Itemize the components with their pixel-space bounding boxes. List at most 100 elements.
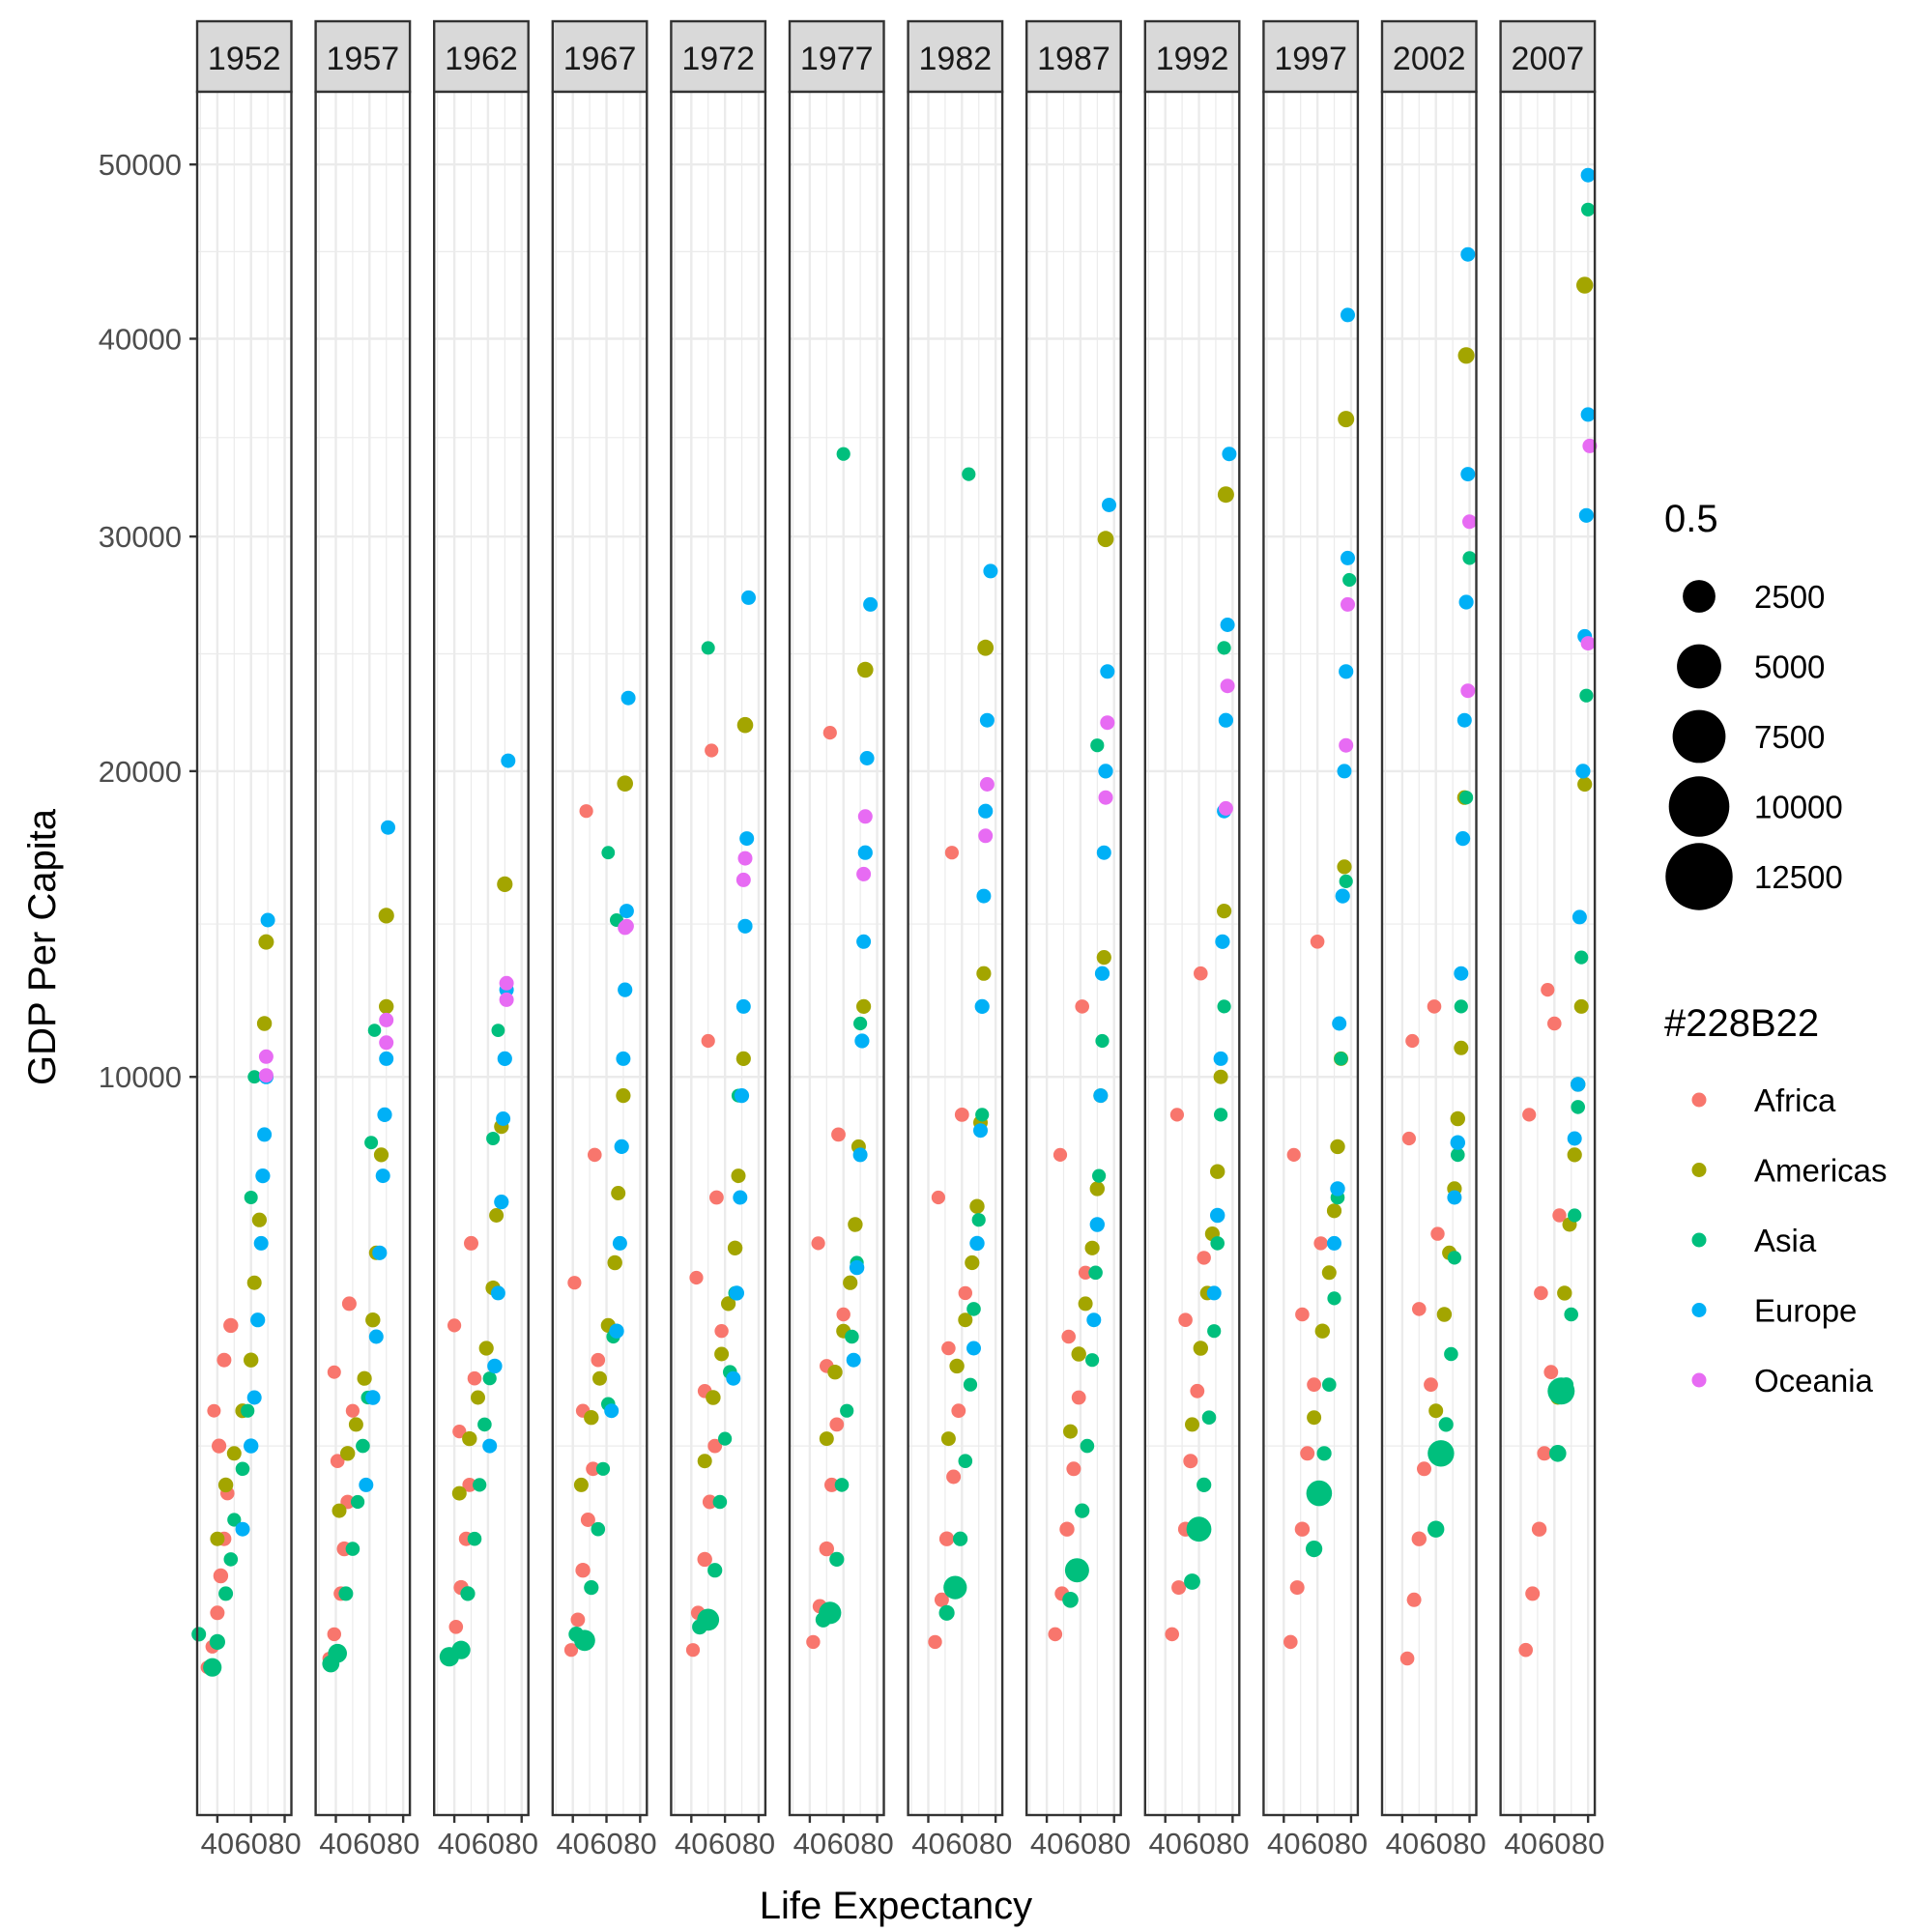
point-africa (1178, 1312, 1193, 1327)
point-africa (709, 1190, 724, 1205)
point-americas (727, 1240, 743, 1256)
point-europe (856, 934, 872, 949)
point-americas (721, 1296, 736, 1312)
point-oceania (258, 1049, 274, 1064)
point-americas (1217, 486, 1234, 504)
point-americas (706, 1390, 721, 1405)
color-legend-key (1691, 1092, 1707, 1108)
point-europe (1093, 1088, 1109, 1104)
facet-panel-1972: 1972 40 60 80 (670, 19, 775, 1860)
point-asia (467, 1531, 482, 1546)
size-legend: 0.5 2500 5000 7500 10000 12500 (1664, 498, 1843, 910)
point-africa (951, 1403, 966, 1419)
point-asia (1462, 551, 1477, 565)
point-americas (1338, 411, 1355, 428)
point-africa (1427, 999, 1442, 1014)
facet-strip-label: 1952 (208, 41, 281, 77)
point-oceania (1220, 678, 1235, 694)
point-europe (857, 845, 873, 860)
size-legend-title: 0.5 (1664, 498, 1718, 540)
x-tick-label: 60 (472, 1827, 505, 1860)
x-tick-label: 40 (438, 1827, 471, 1860)
point-asia (836, 447, 851, 461)
facet-strip-label: 1992 (1156, 41, 1229, 77)
point-asia (364, 1136, 379, 1150)
point-africa (1165, 1627, 1179, 1642)
x-tick-label: 60 (1419, 1827, 1452, 1860)
point-asia (971, 1213, 986, 1227)
point-asia (1186, 1516, 1212, 1543)
point-asia (460, 1586, 476, 1601)
panel-border (551, 90, 649, 1817)
point-africa (1295, 1307, 1310, 1322)
point-asia (1427, 1440, 1455, 1467)
point-europe (973, 1123, 988, 1139)
point-americas (332, 1503, 347, 1518)
point-americas (471, 1390, 485, 1405)
point-europe (1210, 1207, 1226, 1224)
point-americas (451, 1485, 467, 1501)
points-2007 (1518, 167, 1598, 1658)
panel-border (433, 90, 530, 1817)
points-1997 (1283, 307, 1357, 1650)
x-tick-label: 60 (590, 1827, 622, 1860)
facet-panel-1962: 1962 40 60 80 (433, 19, 538, 1860)
point-asia (819, 1601, 842, 1625)
point-africa (1531, 1521, 1547, 1537)
point-oceania (1580, 636, 1596, 651)
point-asia (1327, 1291, 1341, 1306)
point-africa (941, 1341, 956, 1356)
point-europe (729, 1285, 744, 1301)
point-europe (976, 888, 992, 904)
point-africa (819, 1541, 834, 1557)
point-africa (591, 1352, 606, 1368)
point-africa (1543, 1365, 1559, 1380)
point-asia (209, 1633, 225, 1650)
point-africa (1300, 1446, 1315, 1461)
x-axis-title: Life Expectancy (760, 1885, 1032, 1927)
point-asia (241, 1403, 255, 1418)
point-africa (944, 846, 960, 860)
point-africa (1541, 983, 1555, 997)
x-tick-label: 60 (1538, 1827, 1571, 1860)
panel-border (1262, 90, 1360, 1817)
point-europe (1460, 467, 1476, 482)
point-americas (958, 1312, 973, 1328)
point-asia (1080, 1438, 1095, 1454)
facet-panel-1987: 1987 40 60 80 (1024, 19, 1131, 1860)
color-legend-key (1691, 1232, 1707, 1248)
point-africa (580, 1513, 595, 1527)
point-europe (1086, 1312, 1102, 1328)
point-oceania (258, 1068, 274, 1083)
point-asia (712, 1494, 728, 1510)
point-oceania (735, 872, 751, 887)
panel-background (1144, 92, 1240, 1815)
point-asia (1581, 202, 1596, 216)
point-africa (1405, 1033, 1420, 1049)
point-asia (1306, 1480, 1333, 1507)
point-americas (592, 1370, 607, 1386)
x-tick-label: 80 (979, 1827, 1012, 1860)
point-europe (365, 1390, 381, 1405)
color-legend-title: #228B22 (1664, 1002, 1819, 1045)
point-africa (824, 1477, 839, 1492)
point-europe (978, 803, 994, 819)
point-asia (697, 1608, 720, 1631)
point-europe (381, 820, 395, 835)
point-asia (1217, 641, 1231, 655)
point-africa (1071, 1390, 1086, 1405)
panel-border (1380, 90, 1478, 1817)
point-europe (1447, 1190, 1462, 1205)
panel-background (552, 92, 648, 1815)
point-africa (701, 1033, 715, 1049)
point-oceania (1341, 596, 1355, 612)
facet-panel-2007: 2007 40 60 80 (1499, 19, 1604, 1860)
y-axis-title: GDP Per Capita (21, 808, 64, 1085)
point-americas (940, 1431, 956, 1447)
point-asia (963, 1377, 978, 1392)
point-africa (1310, 935, 1325, 949)
point-asia (701, 641, 715, 655)
point-americas (226, 1446, 242, 1461)
point-europe (1454, 966, 1469, 981)
facet-strip (551, 19, 649, 94)
